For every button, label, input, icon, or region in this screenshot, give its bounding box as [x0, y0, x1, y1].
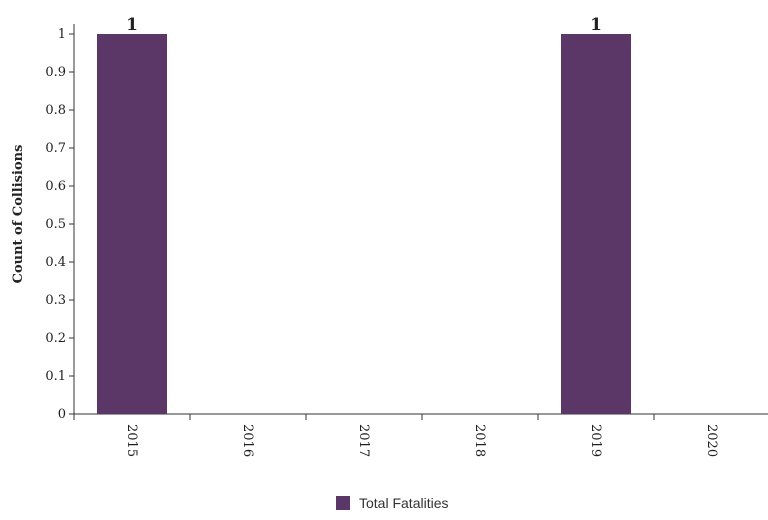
y-tick-label: 1 — [58, 27, 66, 42]
x-tick-label: 2015 — [124, 424, 139, 457]
legend-label: Total Fatalities — [359, 495, 448, 511]
bar-value-label: 1 — [126, 15, 138, 35]
y-tick-label: 0.4 — [45, 255, 66, 270]
x-axis: 2015 2016 2017 2018 2019 2020 — [73, 413, 768, 457]
y-tick-label: 0.1 — [45, 369, 66, 384]
y-tick-label: 0.5 — [45, 217, 66, 232]
y-tick-label: 0.6 — [45, 179, 66, 194]
y-tick-label: 0 — [58, 407, 66, 422]
legend[interactable]: Total Fatalities — [336, 495, 448, 511]
x-tick-label: 2020 — [704, 424, 719, 457]
y-tick-label: 0.7 — [45, 141, 66, 156]
y-tick-label: 0.3 — [45, 293, 66, 308]
y-tick-label: 0.9 — [45, 65, 66, 80]
bar-value-label: 1 — [590, 15, 602, 35]
y-axis: 0 0.1 0.2 0.3 0.4 0.5 0.6 0.7 0.8 0.9 1 — [45, 24, 75, 422]
bars-group — [97, 34, 631, 414]
y-tick-label: 0.8 — [45, 103, 66, 118]
x-tick-label: 2017 — [356, 424, 371, 457]
y-tick-label: 0.2 — [45, 331, 66, 346]
x-tick-label: 2018 — [472, 424, 487, 457]
y-axis-title: Count of Collisions — [11, 145, 26, 284]
legend-swatch — [336, 496, 350, 510]
bar[interactable] — [97, 34, 167, 414]
x-tick-label: 2019 — [588, 424, 603, 457]
bar[interactable] — [561, 34, 631, 414]
x-tick-label: 2016 — [240, 424, 255, 457]
